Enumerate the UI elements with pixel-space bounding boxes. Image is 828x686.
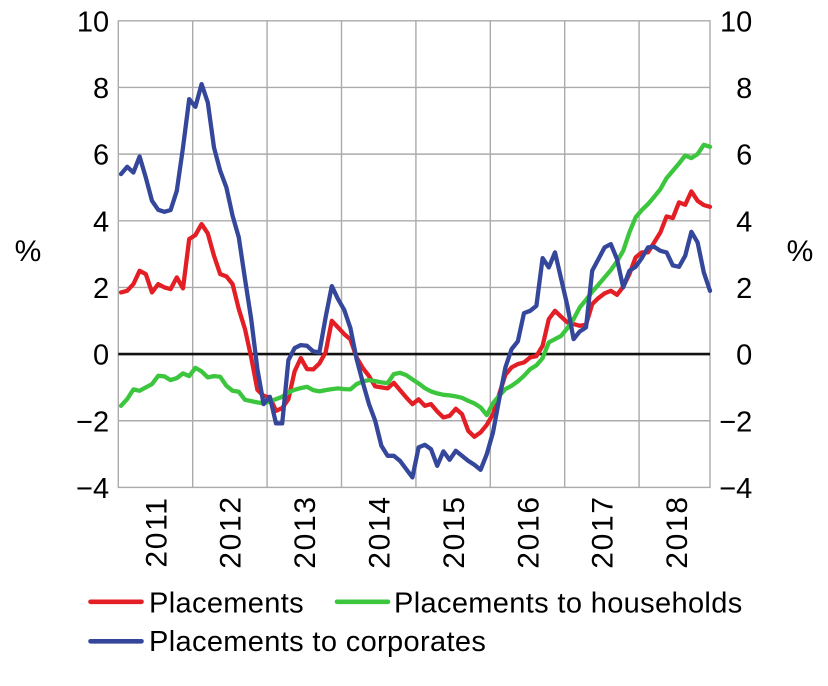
- svg-text:Placements to households: Placements to households: [394, 588, 743, 620]
- svg-text:2015: 2015: [438, 495, 471, 569]
- svg-text:2014: 2014: [364, 495, 397, 569]
- svg-text:Placements: Placements: [149, 588, 304, 620]
- svg-text:−2: −2: [719, 406, 752, 438]
- svg-text:2018: 2018: [661, 495, 694, 569]
- svg-text:2017: 2017: [587, 495, 620, 569]
- svg-text:2016: 2016: [512, 495, 545, 569]
- svg-text:2: 2: [93, 273, 109, 305]
- svg-text:4: 4: [93, 206, 109, 238]
- svg-text:6: 6: [93, 140, 109, 172]
- svg-text:−4: −4: [76, 473, 109, 505]
- svg-text:−4: −4: [719, 473, 752, 505]
- svg-text:10: 10: [77, 6, 109, 38]
- svg-text:−2: −2: [76, 406, 109, 438]
- svg-text:%: %: [787, 235, 814, 268]
- svg-text:2: 2: [736, 273, 752, 305]
- svg-text:2011: 2011: [140, 496, 173, 567]
- svg-text:%: %: [15, 235, 42, 268]
- svg-text:4: 4: [736, 206, 752, 238]
- svg-text:2013: 2013: [289, 495, 322, 569]
- svg-text:0: 0: [93, 340, 109, 372]
- svg-text:8: 8: [736, 73, 752, 105]
- svg-text:6: 6: [736, 140, 752, 172]
- svg-text:0: 0: [736, 340, 752, 372]
- svg-text:8: 8: [93, 73, 109, 105]
- svg-text:Placements to corporates: Placements to corporates: [149, 626, 486, 658]
- svg-text:2012: 2012: [215, 495, 248, 569]
- svg-text:10: 10: [720, 6, 752, 38]
